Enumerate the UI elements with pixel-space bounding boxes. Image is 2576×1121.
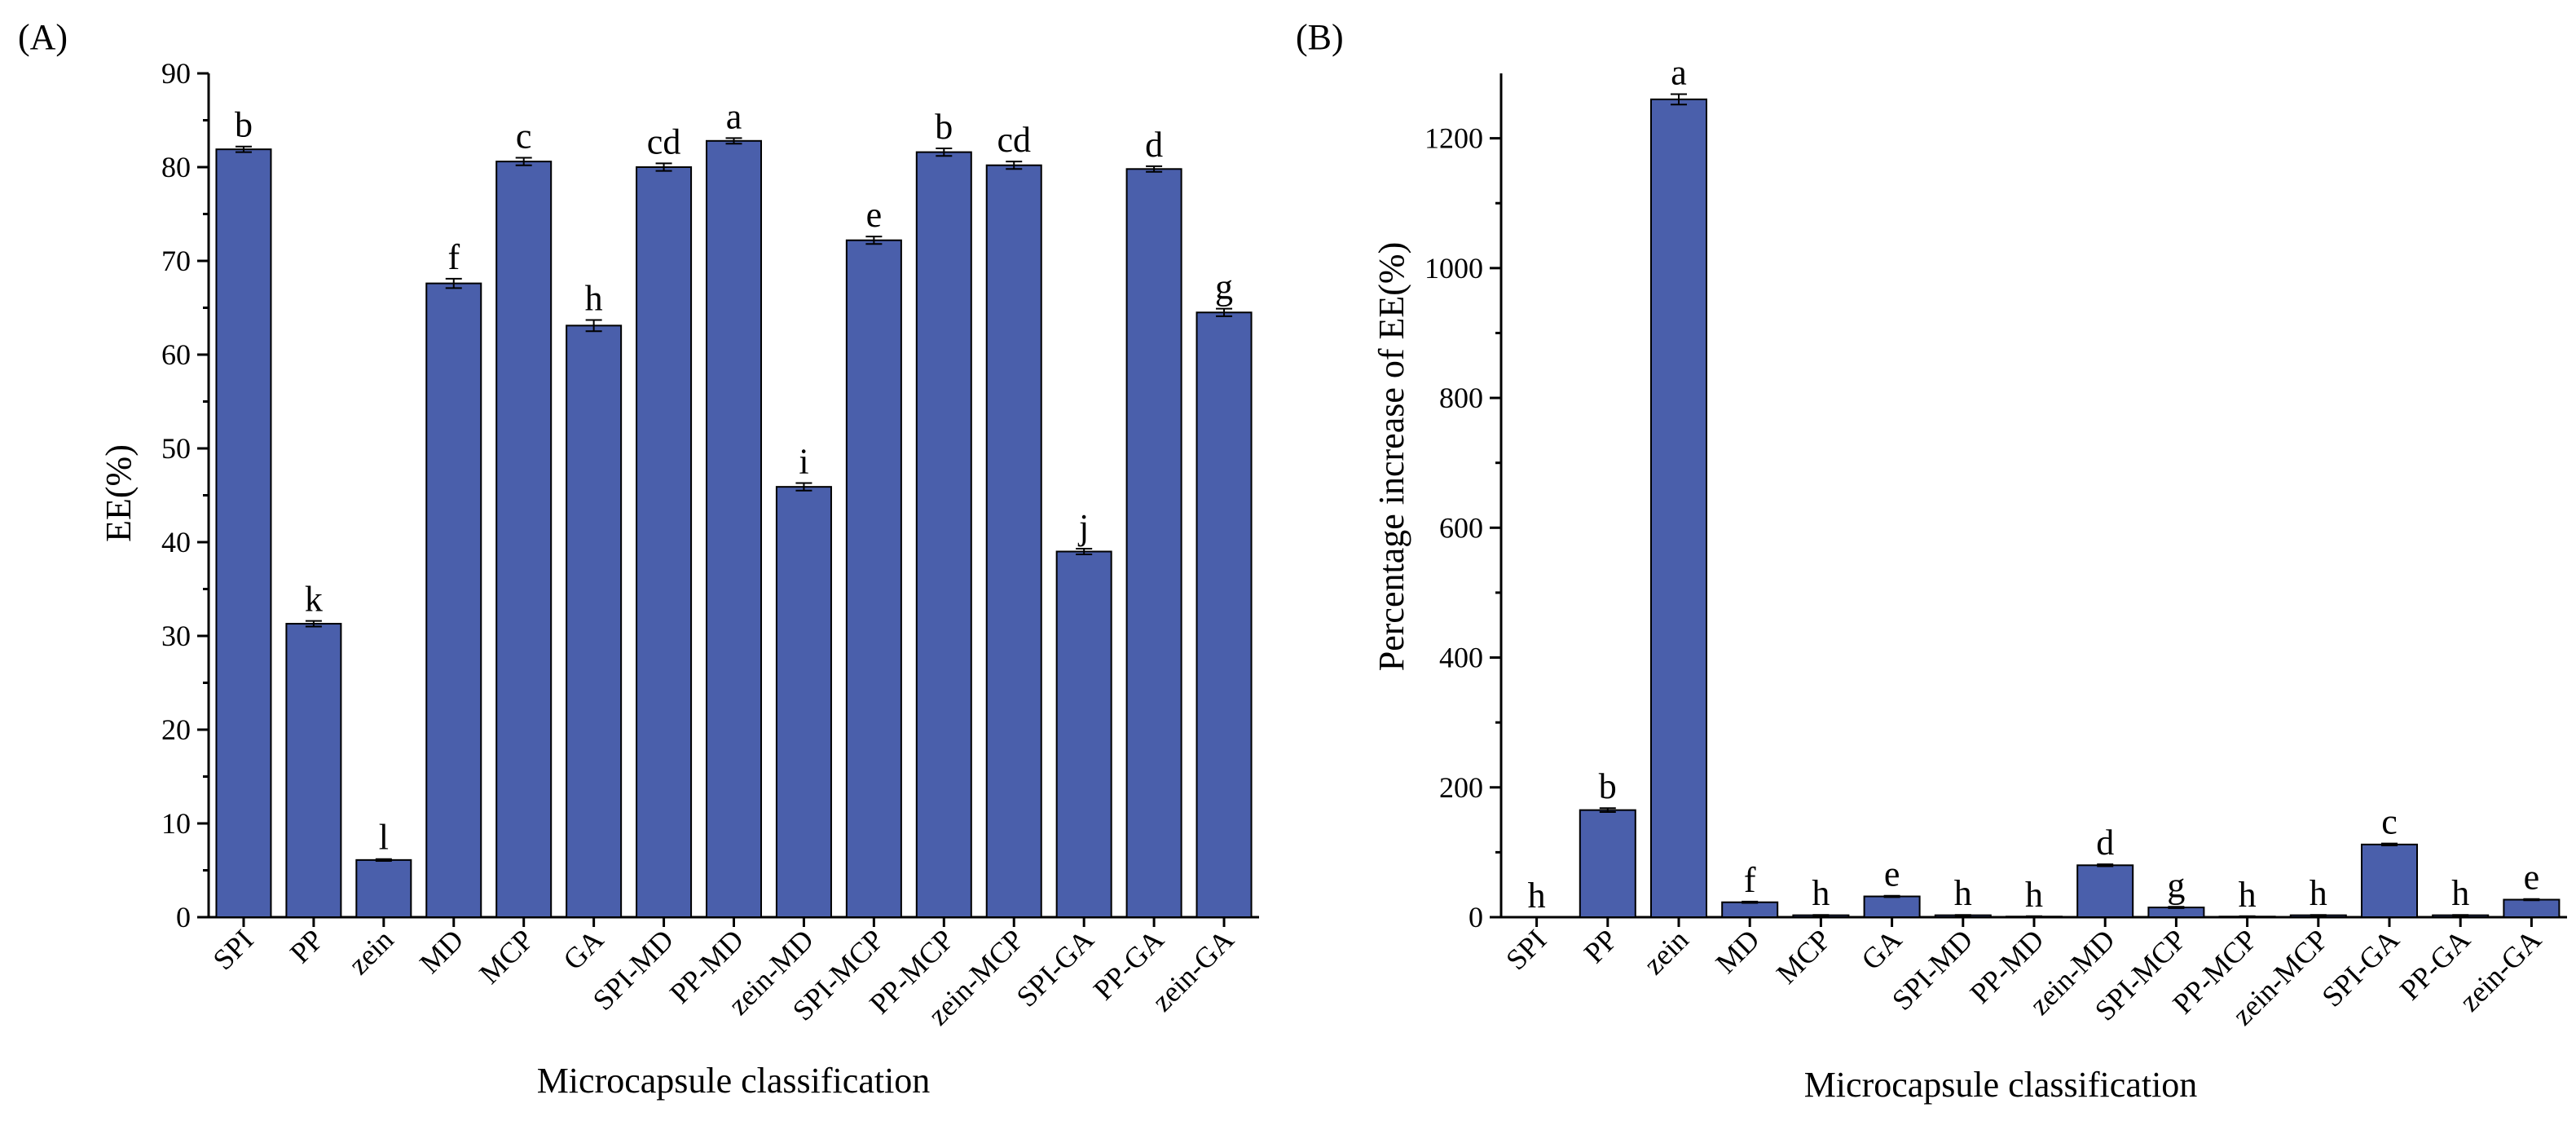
panel-a-y-tick-label: 70	[161, 245, 191, 277]
panel-a-bar-spi-mcp	[845, 239, 902, 918]
panel-b-significance-letter: g	[2167, 865, 2185, 905]
panel-a-bar-md	[425, 282, 482, 919]
panel-a-letter: (A)	[18, 17, 68, 57]
panel-a-significance-letter: i	[799, 442, 808, 482]
panel-b-y-tick-label: 0	[1469, 901, 1483, 933]
panel-b-significance-letter: h	[2310, 873, 2327, 913]
panel-b-letter: (B)	[1296, 17, 1344, 57]
panel-b-y-tick-label: 800	[1439, 382, 1483, 414]
panel-a-y-tick-label: 30	[161, 620, 191, 652]
panel-a-bar-spi-md	[636, 166, 693, 918]
panel-b-significance-letter: h	[1528, 876, 1546, 916]
panel-a-bar-spi-ga	[1055, 550, 1112, 918]
panel-b-bar-ga	[1863, 895, 1921, 918]
panel-a-significance-letter: h	[585, 278, 603, 318]
panel-a-significance-letter: k	[305, 580, 323, 620]
panel-a-bar-ga	[566, 324, 623, 919]
panel-a-bar-zein-ga	[1196, 311, 1253, 918]
panel-a-significance-letter: b	[235, 105, 253, 145]
panel-a-significance-letter: cd	[647, 121, 681, 161]
panel-a-y-tick-label: 60	[161, 338, 191, 371]
panel-a-bar-pp	[285, 623, 342, 918]
panel-a-significance-letter: cd	[997, 120, 1031, 160]
panel-b-bar-md	[1721, 901, 1779, 919]
panel-b-significance-letter: b	[1599, 766, 1617, 806]
panel-b-bar-zein-md	[2076, 864, 2134, 919]
panel-b-y-tick-label: 1000	[1425, 252, 1483, 285]
panel-a-x-axis-title: Microcapsule classification	[537, 1061, 931, 1101]
panel-b-significance-letter: h	[1954, 873, 1972, 913]
panel-a-y-tick-label: 10	[161, 807, 191, 840]
panel-a-significance-letter: f	[447, 237, 460, 277]
panel-a-y-tick-label: 0	[176, 901, 191, 933]
panel-b-significance-letter: e	[1884, 854, 1900, 894]
panel-a-y-tick-label: 20	[161, 713, 191, 746]
panel-b-x-axis-title: Microcapsule classification	[1804, 1065, 2198, 1105]
panel-b-significance-letter: f	[1744, 860, 1756, 900]
panel-a-bar-zein-md	[775, 486, 832, 918]
panel-a-y-tick-label: 80	[161, 151, 191, 183]
panel-b-significance-letter: c	[2381, 802, 2398, 842]
panel-a-significance-letter: b	[935, 107, 953, 147]
panel-a-bar-mcp	[495, 161, 553, 919]
panel-b-significance-letter: a	[1671, 52, 1687, 92]
panel-a-significance-letter: e	[866, 195, 883, 235]
panel-b-bar-spi-ga	[2360, 843, 2419, 919]
panel-a-significance-letter: a	[726, 96, 742, 136]
panel-a-bar-zein-mcp	[985, 164, 1042, 918]
panel-a-bar-pp-md	[705, 139, 763, 919]
panel-a-significance-letter: j	[1077, 507, 1089, 547]
panel-a-y-axis-title: EE(%)	[99, 444, 139, 542]
panel-a-y-tick-label: 90	[161, 57, 191, 90]
panel-a-bar-pp-mcp	[915, 151, 972, 919]
panel-b-significance-letter: h	[2025, 875, 2043, 915]
panel-b-significance-letter: e	[2524, 858, 2540, 898]
panel-a-significance-letter: d	[1145, 125, 1163, 165]
panel-b-y-tick-label: 400	[1439, 642, 1483, 674]
panel-b-significance-letter: h	[1812, 873, 1830, 913]
panel-a-bar-spi	[215, 148, 272, 918]
panel-b-y-axis-title: Percentage increase of EE(%)	[1372, 242, 1411, 671]
panel-a-significance-letter: l	[379, 818, 389, 858]
panel-a-bar-pp-ga	[1125, 168, 1182, 919]
panel-b-bar-pp	[1579, 809, 1636, 919]
panel-b-bar-zein-ga	[2503, 898, 2561, 919]
panel-a-y-tick-label: 40	[161, 526, 191, 558]
panel-b-y-tick-label: 200	[1439, 771, 1483, 804]
panel-a-significance-letter: g	[1215, 267, 1233, 307]
panel-b-significance-letter: h	[2239, 875, 2257, 915]
panel-a: (A) EE(%) Microcapsule classification 0 1…	[18, 17, 1259, 1101]
panel-b-significance-letter: h	[2451, 873, 2469, 913]
panel-b-y-tick-label: 600	[1439, 511, 1483, 544]
panel-a-bar-zein	[355, 858, 412, 918]
panel-a-significance-letter: c	[516, 117, 532, 157]
panel-b-significance-letter: d	[2096, 823, 2114, 863]
panel-a-y-tick-label: 50	[161, 432, 191, 465]
panel-b-bar-zein	[1649, 98, 1708, 919]
panel-b-y-tick-label: 1200	[1425, 122, 1483, 155]
